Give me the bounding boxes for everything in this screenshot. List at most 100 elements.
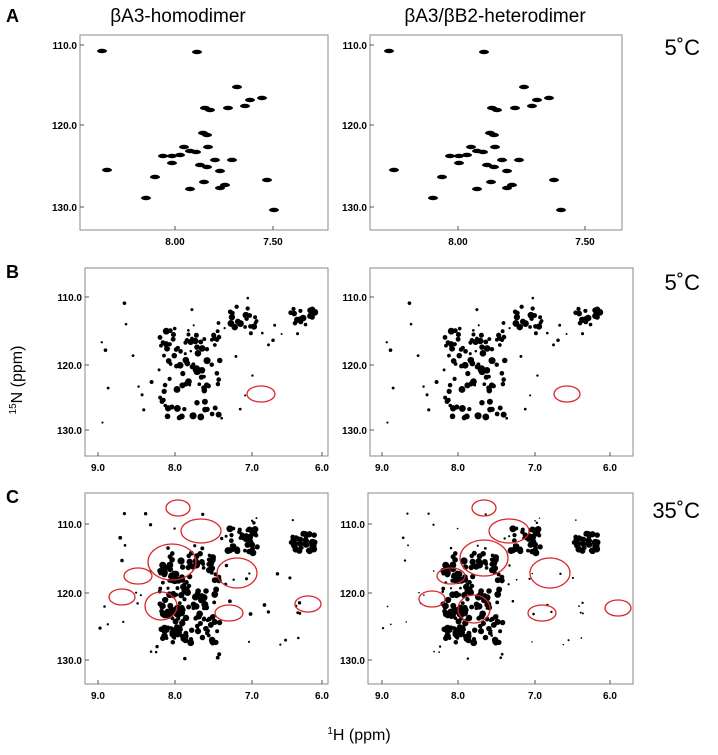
peak (154, 650, 158, 654)
peak (139, 594, 142, 597)
peak (490, 144, 500, 150)
sup: 15 (8, 403, 19, 415)
peak (106, 386, 110, 390)
peak (171, 634, 177, 639)
peak (185, 186, 195, 192)
peak (470, 563, 476, 569)
peak (573, 542, 580, 549)
x-tick-label: 6.0 (603, 463, 617, 474)
peak (182, 356, 190, 364)
peak (224, 534, 228, 538)
peak (507, 583, 510, 586)
peak (444, 398, 450, 404)
peak (466, 657, 470, 660)
peak (486, 398, 493, 405)
peak (229, 532, 234, 538)
peak (519, 304, 524, 309)
peak (160, 635, 166, 641)
peak (291, 306, 296, 311)
panel-frame (79, 34, 329, 231)
peak (545, 331, 549, 335)
highlight-circle (144, 591, 178, 621)
peak (482, 634, 489, 641)
peak (194, 399, 200, 406)
peak (514, 157, 524, 163)
peak (106, 623, 109, 626)
peak (159, 343, 163, 348)
peak (454, 153, 464, 159)
peak (141, 195, 151, 201)
peak (458, 386, 466, 393)
peak (142, 408, 146, 412)
peak (455, 336, 461, 342)
peak (162, 382, 168, 388)
peak (298, 319, 304, 325)
peak (245, 306, 250, 311)
peak (266, 610, 271, 614)
peak (443, 635, 449, 641)
peak (425, 393, 429, 397)
panel-frame (369, 267, 634, 457)
peak (578, 605, 580, 607)
peak (124, 322, 128, 326)
peak (214, 370, 220, 376)
peak (122, 620, 125, 624)
x-tick-label: 6.0 (603, 691, 617, 702)
peak (556, 207, 566, 213)
highlight-circle (147, 543, 197, 581)
peak (461, 415, 467, 421)
highlight-circle (553, 385, 581, 403)
peak (182, 614, 190, 622)
temperature: 5˚C (665, 35, 701, 60)
peak (262, 603, 267, 607)
peak (458, 404, 466, 412)
label-text: N (ppm) (9, 346, 26, 404)
y-tick-label: 130.0 (52, 203, 77, 214)
peak (446, 388, 452, 395)
highlight-circle (216, 557, 258, 589)
peak (464, 590, 469, 595)
peak (532, 549, 540, 557)
peak (484, 513, 487, 516)
peak (450, 602, 457, 609)
peak (407, 544, 409, 547)
peak (476, 362, 481, 367)
highlight-circle (108, 588, 136, 606)
peak (284, 638, 288, 642)
peak (453, 616, 458, 621)
peak (489, 557, 494, 562)
peak (180, 370, 186, 377)
peak (298, 611, 302, 615)
peak (246, 296, 250, 300)
peak (260, 331, 264, 335)
peak (511, 599, 515, 603)
peak (448, 625, 454, 631)
peak (164, 345, 171, 352)
peak (189, 412, 197, 420)
peak (494, 337, 499, 342)
peak (475, 308, 479, 312)
peak (489, 132, 499, 138)
peak (488, 357, 496, 365)
peak (185, 378, 192, 385)
peak (486, 179, 496, 185)
peak (158, 395, 163, 400)
peak (594, 314, 600, 320)
peak (162, 327, 170, 335)
peak (502, 168, 512, 174)
peak (583, 532, 588, 537)
x-tick-label: 8.0 (451, 463, 465, 474)
peak (384, 48, 394, 54)
peak (487, 406, 493, 413)
peak (202, 406, 208, 413)
peak (459, 363, 464, 369)
peak (441, 590, 445, 593)
peak (450, 358, 457, 364)
peak (203, 382, 210, 389)
peak (157, 335, 163, 340)
peak (209, 362, 215, 367)
peak (453, 577, 459, 583)
peak (452, 556, 458, 563)
peak (140, 393, 144, 397)
peak (178, 625, 183, 630)
